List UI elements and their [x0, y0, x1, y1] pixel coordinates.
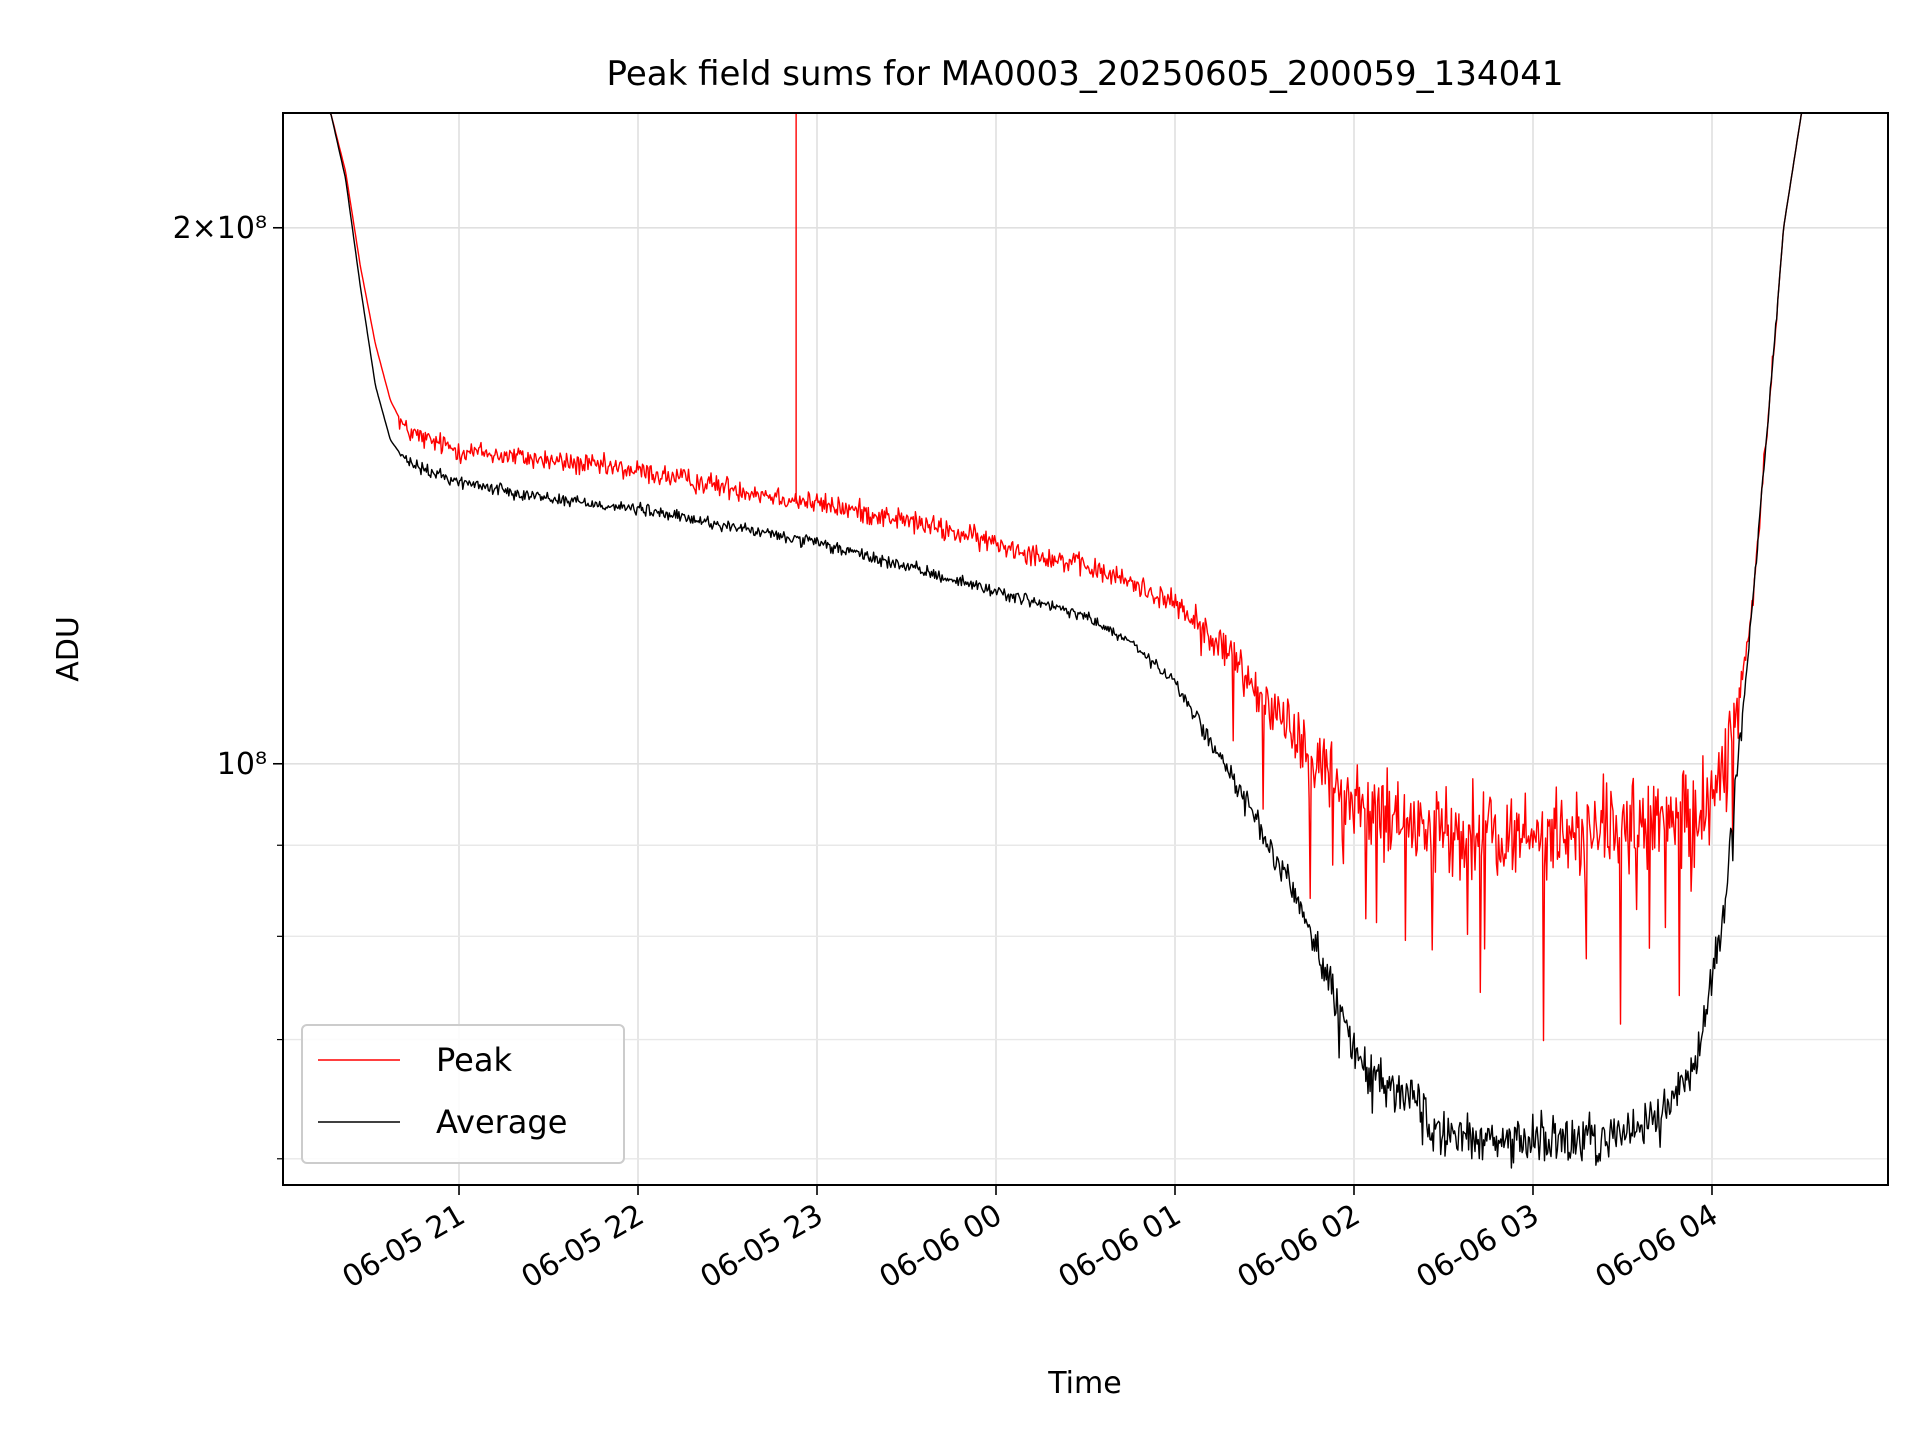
legend-label-average: Average: [436, 1103, 567, 1141]
legend-label-peak: Peak: [436, 1041, 512, 1079]
series-group: [283, 112, 1888, 1169]
y-axis-label: ADU: [51, 616, 86, 682]
x-axis-label: Time: [1047, 1366, 1121, 1401]
y-tick-label: 10⁸: [217, 747, 267, 782]
legend: Peak Average: [301, 1024, 625, 1164]
grid: [283, 113, 1888, 1185]
plot-frame: [282, 112, 1889, 1186]
series-line-peak: [283, 112, 1888, 1042]
y-tick-label: 2×10⁸: [173, 211, 267, 246]
chart-title: Peak field sums for MA0003_20250605_2000…: [607, 54, 1564, 94]
series-line-average: [283, 112, 1888, 1169]
